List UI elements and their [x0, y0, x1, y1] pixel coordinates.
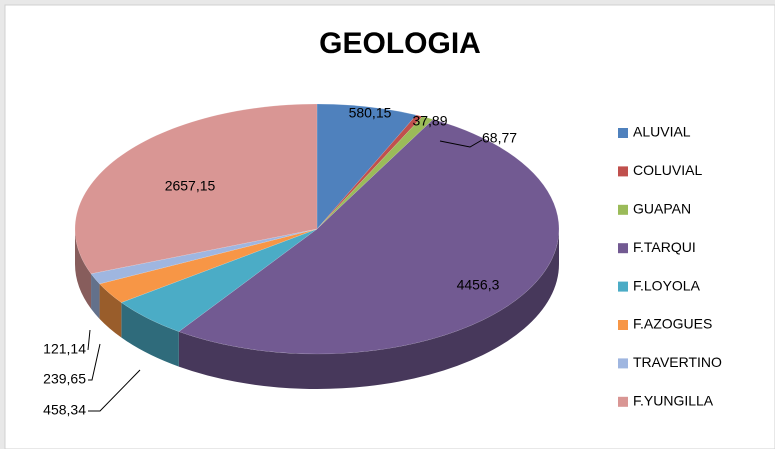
- data-label: 68,77: [482, 130, 517, 146]
- legend-label: F.LOYOLA: [633, 277, 701, 293]
- slice: [316, 114, 423, 230]
- slice-side: [178, 229, 559, 389]
- data-label: 2657,15: [165, 178, 216, 194]
- data-label: 121,14: [43, 341, 86, 357]
- leader-line: [88, 343, 101, 381]
- slice-side: [75, 229, 92, 309]
- slice: [74, 103, 318, 275]
- slice-side: [91, 273, 100, 319]
- legend-swatch: [618, 281, 628, 292]
- slice: [316, 116, 434, 230]
- slice: [120, 228, 318, 332]
- slice: [90, 228, 318, 285]
- legend-label: ALUVIAL: [633, 124, 691, 140]
- legend-swatch: [618, 320, 628, 330]
- slice-side: [99, 283, 122, 338]
- legend-label: F.TARQUI: [633, 239, 696, 255]
- legend-swatch: [618, 396, 628, 407]
- data-label: 4456,3: [457, 277, 500, 293]
- data-label: 580,15: [349, 105, 392, 121]
- slice: [178, 119, 560, 355]
- legend-swatch: [618, 358, 628, 369]
- legend-label: F.YUNGILLA: [633, 393, 714, 409]
- slice: [316, 103, 417, 230]
- chart-title: GEOLOGIA: [319, 27, 481, 60]
- leader-line: [439, 139, 483, 148]
- legend-label: F.AZOGUES: [633, 316, 712, 332]
- slice-side: [121, 302, 179, 367]
- slice: [99, 228, 318, 303]
- legend-swatch: [618, 166, 628, 177]
- data-label: 239,65: [43, 371, 86, 387]
- data-label: 458,34: [43, 402, 86, 418]
- legend-swatch: [618, 243, 628, 254]
- legend-label: TRAVERTINO: [633, 354, 722, 370]
- data-label: 37,89: [412, 113, 447, 129]
- leader-line: [87, 329, 91, 351]
- legend-swatch: [618, 128, 628, 138]
- leader-line: [88, 369, 141, 412]
- legend-swatch: [618, 204, 628, 215]
- legend-label: COLUVIAL: [633, 162, 702, 178]
- legend-label: GUAPAN: [633, 201, 691, 217]
